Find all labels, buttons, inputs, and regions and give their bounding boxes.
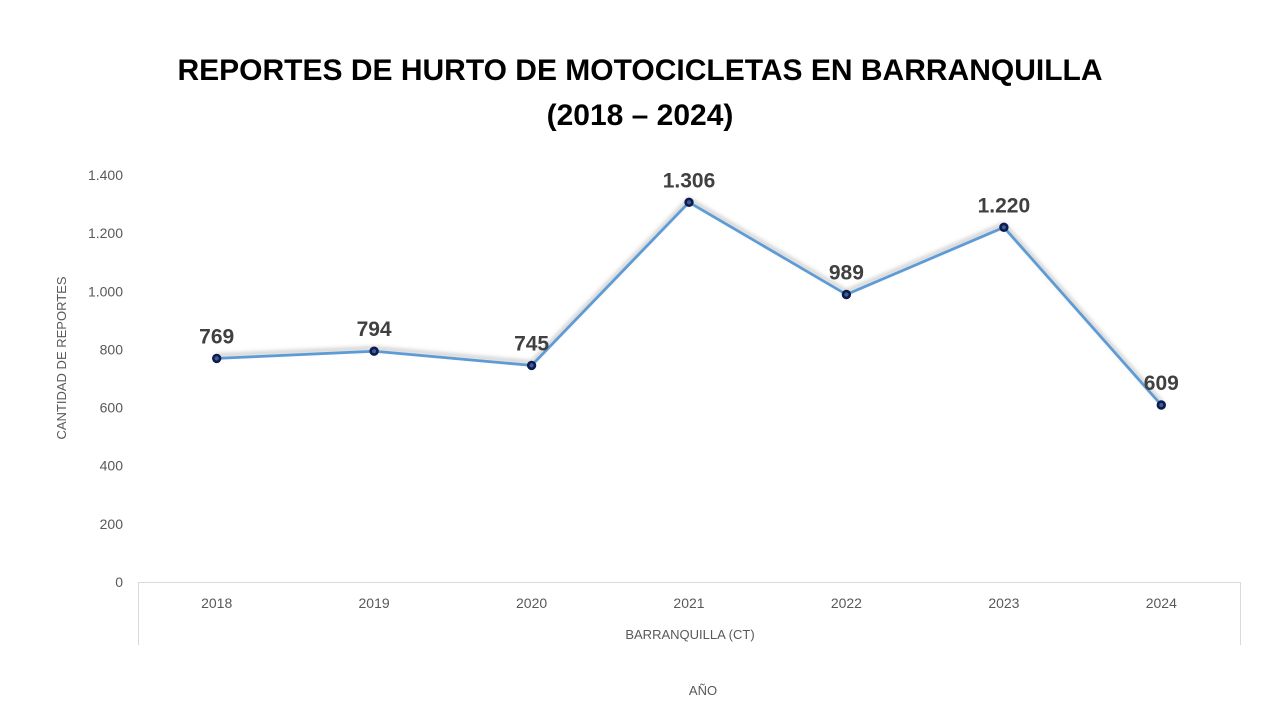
x-tick-label: 2018 [201,595,232,611]
data-point-marker [999,222,1009,233]
y-tick-label: 800 [100,341,124,357]
x-tick-label: 2023 [988,595,1019,611]
x-tick-label: 2021 [673,595,704,611]
data-point-marker [369,346,379,356]
data-point-marker [841,289,852,300]
x-axis-ticks: 2018 2019 2020 2021 2022 2023 2024 [201,595,1177,611]
data-point-marker [526,360,537,371]
y-tick-label: 0 [115,574,123,590]
y-tick-label: 200 [100,516,124,532]
data-labels: 769 794 745 1.306 989 1.220 609 [199,169,1179,395]
y-tick-label: 1.400 [88,167,123,183]
data-label: 1.220 [978,194,1031,217]
data-label: 769 [199,325,234,348]
series-layer [212,197,1167,410]
data-point-marker [684,197,694,208]
category-group-label: BARRANQUILLA (CT) [625,627,754,642]
y-tick-label: 1.000 [88,283,123,299]
data-label: 1.306 [663,169,716,192]
data-label: 794 [357,318,392,341]
data-label: 745 [514,332,549,355]
data-label: 609 [1144,372,1179,395]
x-axis-title: AÑO [689,683,717,698]
x-tick-label: 2022 [831,595,862,611]
series-line [215,200,1163,407]
x-tick-label: 2019 [359,595,390,611]
x-axis [138,582,1241,645]
chart-title-line-1: REPORTES DE HURTO DE MOTOCICLETAS EN BAR… [177,54,1103,87]
y-axis-ticks: 0 200 400 600 800 1.000 1.200 1.400 [88,167,123,590]
y-axis-title: CANTIDAD DE REPORTES [54,276,69,439]
data-point-marker [1156,400,1167,410]
data-point-marker [212,353,222,364]
y-tick-label: 400 [100,458,124,474]
data-label: 989 [829,262,864,285]
y-tick-label: 600 [100,400,124,416]
x-tick-label: 2024 [1146,595,1177,611]
x-tick-label: 2020 [516,595,547,611]
y-tick-label: 1.200 [88,225,123,241]
chart-title-line-2: (2018 – 2024) [546,99,734,132]
chart-title: REPORTES DE HURTO DE MOTOCICLETAS EN BAR… [0,48,1280,138]
